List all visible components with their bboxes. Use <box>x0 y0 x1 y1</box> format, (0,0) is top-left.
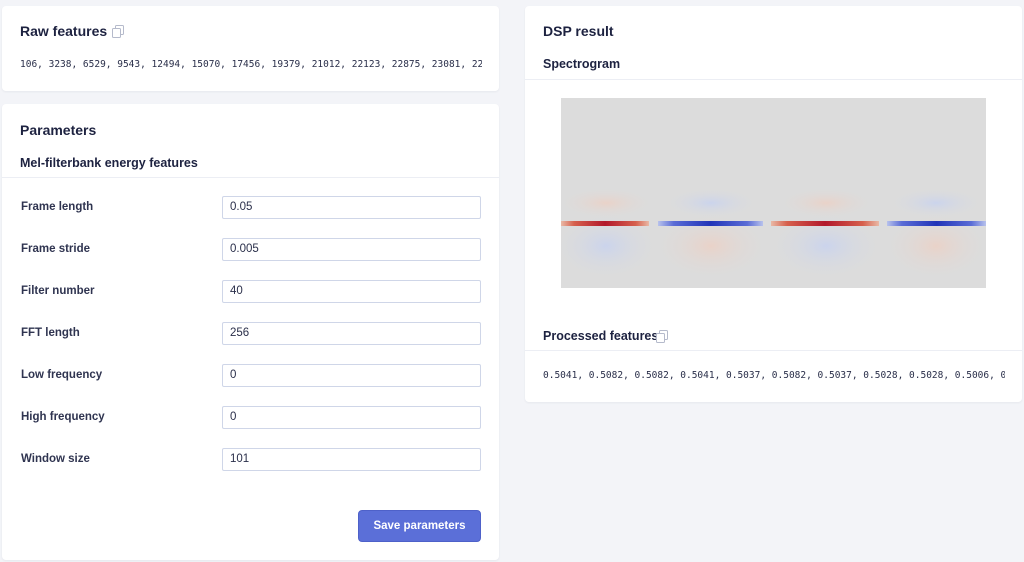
filter-number-label: Filter number <box>21 285 95 297</box>
window-size-label: Window size <box>21 453 90 465</box>
high-frequency-label: High frequency <box>21 411 105 423</box>
frame-length-label: Frame length <box>21 201 94 213</box>
fft-length-label: FFT length <box>21 327 80 339</box>
parameters-title: Parameters <box>20 122 97 138</box>
save-parameters-button[interactable]: Save parameters <box>358 510 481 542</box>
copy-icon[interactable] <box>112 25 124 38</box>
divider <box>525 350 1022 351</box>
frame-stride-input[interactable]: 0.005 <box>222 238 481 261</box>
frame-length-input[interactable]: 0.05 <box>222 196 481 219</box>
low-frequency-input[interactable]: 0 <box>222 364 481 387</box>
raw-features-values: 106, 3238, 6529, 9543, 12494, 15070, 174… <box>20 59 482 70</box>
low-frequency-label: Low frequency <box>21 369 103 381</box>
spectrogram-label: Spectrogram <box>543 57 621 71</box>
parameters-card: Parameters Mel-filterbank energy feature… <box>2 104 499 560</box>
fft-length-input[interactable]: 256 <box>222 322 481 345</box>
filter-number-input[interactable]: 40 <box>222 280 481 303</box>
processed-features-values: 0.5041, 0.5082, 0.5082, 0.5041, 0.5037, … <box>543 370 1005 381</box>
spectrogram-image <box>561 98 986 288</box>
divider <box>2 177 499 178</box>
raw-features-title: Raw features <box>20 23 108 39</box>
parameters-subtitle: Mel-filterbank energy features <box>20 156 198 170</box>
divider <box>525 79 1022 80</box>
dsp-result-title: DSP result <box>543 23 614 39</box>
dsp-result-card: DSP result Spectrogram <box>525 6 1022 402</box>
copy-icon[interactable] <box>656 330 668 343</box>
high-frequency-input[interactable]: 0 <box>222 406 481 429</box>
processed-features-title: Processed features <box>543 329 659 343</box>
frame-stride-label: Frame stride <box>21 243 91 255</box>
window-size-input[interactable]: 101 <box>222 448 481 471</box>
raw-features-card: Raw features 106, 3238, 6529, 9543, 1249… <box>2 6 499 91</box>
